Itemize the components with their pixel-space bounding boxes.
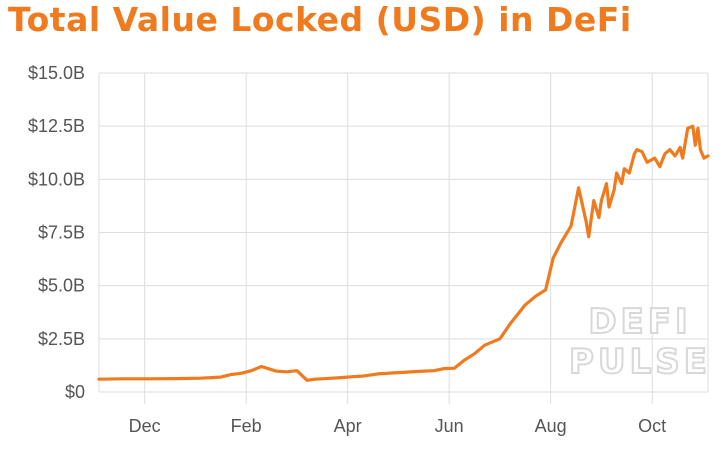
x-axis: Dec Feb Apr Jun Aug Oct <box>129 416 667 436</box>
chart-series <box>97 124 710 382</box>
y-tick-label: $10.0B <box>28 169 85 189</box>
y-tick-label: $0 <box>65 382 85 402</box>
chart-grid <box>98 72 709 404</box>
y-tick-label: $2.5B <box>38 329 85 349</box>
y-tick-label: $5.0B <box>38 276 85 296</box>
y-axis: $0 $2.5B $5.0B $7.5B $10.0B $12.5B $15.0B <box>28 63 85 402</box>
y-tick-label: $15.0B <box>28 63 85 83</box>
x-tick-label: Apr <box>334 416 362 436</box>
tvl-series-line <box>97 124 710 382</box>
y-tick-label: $7.5B <box>38 223 85 243</box>
x-tick-label: Oct <box>638 416 666 436</box>
x-tick-label: Feb <box>231 416 262 436</box>
x-tick-label: Aug <box>535 416 567 436</box>
watermark-word: DEFI <box>588 302 691 342</box>
y-tick-label: $12.5B <box>28 116 85 136</box>
chart-title: Total Value Locked (USD) in DeFi <box>8 0 632 39</box>
watermark-word: PULSE <box>569 342 711 382</box>
x-tick-label: Jun <box>435 416 464 436</box>
x-tick-label: Dec <box>129 416 161 436</box>
